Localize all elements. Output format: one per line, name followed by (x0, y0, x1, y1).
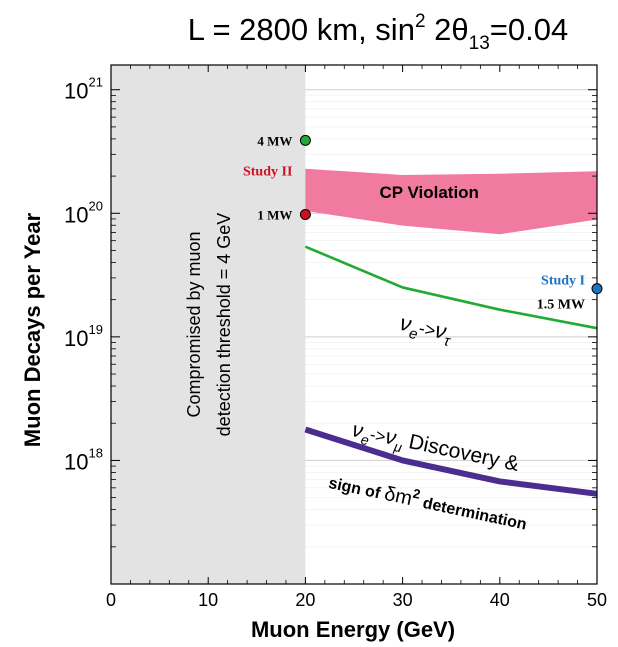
marker-mw15 (591, 283, 603, 295)
plot-frame (110, 64, 598, 585)
marker-label-mw1: 1 MW (257, 208, 292, 223)
series-line-nue_nutau (304, 245, 598, 330)
cp-violation-band (305, 168, 597, 235)
marker-tag-mw15: Study I (541, 274, 585, 289)
marker-label-mw4: 4 MW (257, 133, 292, 148)
marker-mw4 (299, 134, 311, 146)
y-axis-label: Muon Decays per Year (20, 212, 45, 447)
x-tick-label: 40 (490, 590, 510, 610)
marker-label-mw15: 1.5 MW (537, 298, 585, 313)
x-tick-label: 50 (587, 590, 607, 610)
chart-title: L = 2800 km, sin2 2θ13=0.04 (188, 11, 568, 54)
x-tick-label: 10 (198, 590, 218, 610)
y-tick-label: 1018 (64, 445, 103, 474)
x-tick-label: 30 (393, 590, 413, 610)
x-tick-label: 20 (295, 590, 315, 610)
x-tick-label: 0 (106, 590, 116, 610)
y-tick-label: 1020 (64, 198, 103, 227)
y-tick-label: 1021 (64, 75, 103, 104)
series-label-nue-nutau: νe->ντ (397, 310, 456, 351)
x-axis-label: Muon Energy (GeV) (251, 617, 455, 642)
y-tick-label: 1019 (64, 322, 103, 351)
marker-tag-mw1: Study II (243, 165, 292, 180)
series-line-nue_numu (304, 426, 598, 497)
marker-mw1 (299, 209, 311, 221)
cp-violation-label: CP Violation (379, 183, 479, 202)
series-label-sign-determination: sign of δm2 determination (327, 468, 530, 534)
excluded-region (111, 65, 306, 584)
excluded-region-label: Compromised by muon detection threshold =… (184, 213, 234, 437)
